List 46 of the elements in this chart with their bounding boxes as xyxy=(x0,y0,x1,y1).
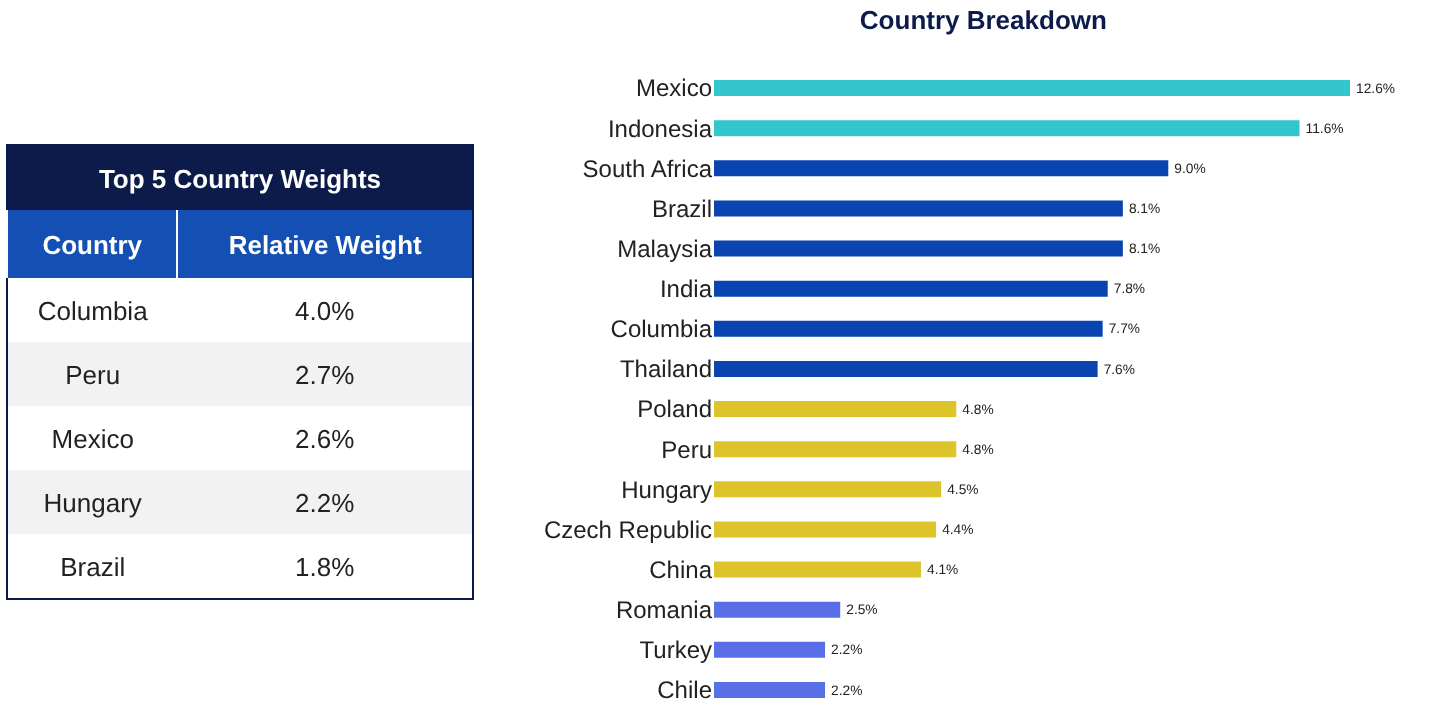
bar xyxy=(714,481,942,498)
bar xyxy=(714,521,937,538)
bar xyxy=(714,601,841,618)
bar xyxy=(714,80,1350,97)
bar xyxy=(714,200,1123,217)
category-label: Hungary xyxy=(7,470,178,534)
y-tick-label: Romania xyxy=(615,596,713,625)
bar xyxy=(714,120,1300,137)
y-tick-label: Chile xyxy=(657,676,713,705)
category-label: Columbia xyxy=(35,293,150,329)
bar xyxy=(714,441,957,458)
bar xyxy=(714,320,1103,337)
y-tick-label: Malaysia xyxy=(617,234,713,263)
y-tick-label: South Africa xyxy=(582,154,713,183)
text: Top 5 Country Weights xyxy=(7,145,473,210)
bar xyxy=(714,561,921,578)
y-tick-label: Turkey xyxy=(639,636,712,665)
text: Relative Weight xyxy=(177,210,473,278)
y-tick-label: India xyxy=(659,275,713,304)
bar xyxy=(714,641,826,658)
text: Country xyxy=(7,210,178,278)
y-tick-label: Peru xyxy=(661,435,712,464)
bar xyxy=(714,240,1123,257)
text: 2.6% xyxy=(295,423,355,453)
bar xyxy=(714,280,1108,297)
bar xyxy=(714,681,826,698)
y-tick-label: Thailand xyxy=(619,355,712,384)
text: 4.0% xyxy=(295,295,355,325)
text: 2.7% xyxy=(295,359,355,389)
text: 2.2% xyxy=(295,487,355,517)
category-label: Mexico xyxy=(49,421,136,457)
y-tick-label: China xyxy=(649,555,713,584)
y-tick-label: Mexico xyxy=(635,74,713,103)
chart-title: Country Breakdown xyxy=(859,5,1107,35)
y-tick-label: Columbia xyxy=(610,315,713,344)
y-tick-label: Hungary xyxy=(621,475,712,504)
category-label: Brazil xyxy=(58,549,128,585)
bar xyxy=(714,401,957,418)
text: 1.8% xyxy=(295,551,355,581)
y-tick-label: Czech Republic xyxy=(543,515,712,544)
bar xyxy=(714,160,1169,177)
y-tick-label: Indonesia xyxy=(607,114,713,143)
y-tick-label: Brazil xyxy=(651,194,712,223)
y-tick-label: Poland xyxy=(637,395,712,424)
category-label: Peru xyxy=(7,342,178,406)
bar xyxy=(714,360,1098,377)
